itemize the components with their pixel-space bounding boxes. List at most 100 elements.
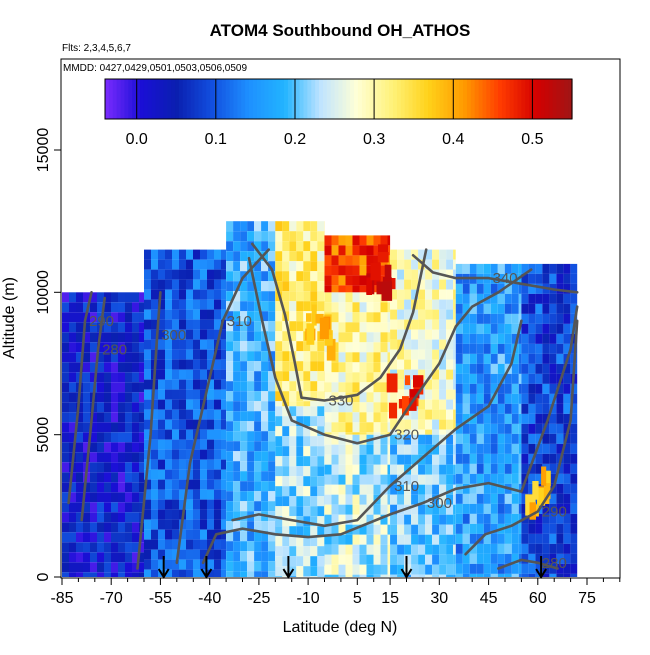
heatmap-cell — [470, 384, 477, 394]
heatmap-cell — [463, 354, 470, 364]
heatmap-cell — [186, 380, 193, 390]
heatmap-cell — [226, 351, 233, 361]
heatmap-cell — [240, 221, 247, 231]
heatmap-hot-cell — [385, 265, 392, 279]
heatmap-cell — [282, 416, 289, 426]
heatmap-cell — [425, 360, 432, 370]
colorbar-segment — [206, 79, 210, 119]
heatmap-cell — [463, 344, 470, 354]
heatmap-cell — [233, 381, 240, 391]
heatmap-cell — [151, 560, 158, 570]
heatmap-cell — [456, 344, 463, 354]
heatmap-cell — [528, 304, 535, 314]
heatmap-cell — [125, 472, 132, 482]
heatmap-cell — [374, 525, 381, 535]
heatmap-cell — [556, 534, 563, 544]
heatmap-cell — [226, 261, 233, 271]
heatmap-cell — [193, 410, 200, 420]
heatmap-cell — [360, 485, 367, 495]
heatmap-cell — [346, 352, 353, 362]
heatmap-cell — [521, 314, 528, 324]
heatmap-cell — [491, 434, 498, 444]
heatmap-cell — [519, 424, 522, 434]
heatmap-cell — [360, 422, 367, 432]
heatmap-cell — [521, 524, 528, 534]
colorbar-segment — [148, 79, 152, 119]
heatmap-cell — [484, 334, 491, 344]
heatmap-cell — [62, 552, 69, 562]
colorbar-segment — [370, 79, 374, 119]
heatmap-cell — [470, 294, 477, 304]
heatmap-cell — [275, 496, 282, 506]
heatmap-cell — [165, 250, 172, 260]
heatmap-cell — [289, 231, 296, 241]
heatmap-cell — [390, 340, 397, 350]
heatmap-cell — [404, 455, 411, 465]
heatmap-cell — [90, 342, 97, 352]
heatmap-cell — [439, 310, 446, 320]
heatmap-cell — [425, 400, 432, 410]
heatmap-cell — [118, 482, 125, 492]
heatmap-cell — [214, 440, 221, 450]
heatmap-cell — [151, 550, 158, 560]
heatmap-cell — [491, 414, 498, 424]
heatmap-cell — [570, 524, 577, 534]
heatmap-cell — [512, 314, 519, 324]
heatmap-cell — [325, 495, 332, 505]
heatmap-cell — [200, 370, 207, 380]
colorbar-tick-label: 0.2 — [284, 131, 306, 148]
heatmap-cell — [563, 404, 570, 414]
heatmap-cell — [172, 450, 179, 460]
heatmap-hot-cell — [371, 263, 381, 280]
heatmap-cell — [240, 471, 247, 481]
heatmap-cell — [353, 382, 360, 392]
heatmap-cell — [381, 432, 388, 434]
heatmap-cell — [76, 472, 83, 482]
heatmap-cell — [97, 422, 104, 432]
heatmap-cell — [144, 570, 151, 577]
heatmap-cell — [325, 565, 332, 575]
heatmap-cell — [233, 331, 240, 341]
heatmap-cell — [397, 545, 404, 555]
heatmap-cell — [186, 360, 193, 370]
heatmap-cell — [104, 462, 111, 472]
heatmap-cell — [247, 291, 254, 301]
heatmap-cell — [172, 410, 179, 420]
heatmap-cell — [69, 542, 76, 552]
heatmap-cell — [221, 520, 226, 530]
heatmap-cell — [317, 476, 324, 486]
heatmap-cell — [418, 410, 425, 420]
heatmap-cell — [498, 314, 505, 324]
heatmap-cell — [200, 450, 207, 460]
heatmap-cell — [254, 481, 261, 491]
heatmap-cell — [456, 514, 463, 524]
heatmap-cell — [221, 500, 226, 510]
heatmap-cell — [97, 502, 104, 512]
heatmap-cell — [247, 541, 254, 551]
heatmap-cell — [193, 550, 200, 560]
heatmap-cell — [570, 444, 577, 454]
heatmap-cell — [207, 510, 214, 520]
heatmap-cell — [69, 302, 76, 312]
heatmap-cell — [418, 565, 425, 575]
heatmap-cell — [381, 342, 388, 352]
heatmap-cell — [411, 350, 418, 360]
heatmap-cell — [505, 314, 512, 324]
heatmap-cell — [268, 561, 275, 571]
heatmap-cell — [446, 545, 453, 555]
heatmap-cell — [491, 494, 498, 504]
heatmap-cell — [179, 270, 186, 280]
heatmap-cell — [404, 250, 411, 260]
contour-label: 300 — [161, 327, 186, 344]
heatmap-cell — [172, 370, 179, 380]
heatmap-cell — [125, 402, 132, 412]
heatmap-cell — [519, 474, 522, 484]
heatmap-cell — [491, 424, 498, 434]
heatmap-cell — [289, 506, 296, 516]
heatmap-cell — [125, 322, 132, 332]
heatmap-cell — [144, 380, 151, 390]
heatmap-cell — [261, 451, 268, 461]
heatmap-cell — [214, 370, 221, 380]
colorbar-segment — [284, 79, 288, 119]
heatmap-cell — [104, 442, 111, 452]
